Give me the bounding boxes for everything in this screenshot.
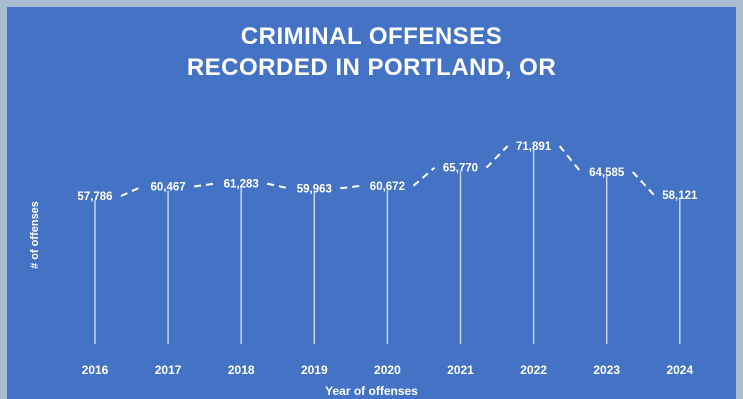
data-label: 64,585 — [589, 167, 625, 179]
x-tick-label: 2022 — [520, 363, 547, 377]
x-tick-label: 2018 — [228, 363, 255, 377]
chart-title-line-1: CRIMINAL OFFENSES — [240, 23, 503, 50]
series-segment — [340, 184, 362, 190]
data-label: 60,672 — [370, 181, 405, 193]
data-label: 57,786 — [77, 191, 112, 203]
plot-area: 57,786 60,467 61,283 59,963 60,672 65,770 71,8… — [77, 141, 698, 377]
data-label: 58,121 — [662, 190, 698, 202]
data-label: 59,963 — [297, 183, 332, 195]
x-tick-label: 2016 — [82, 363, 109, 377]
chart-title: CRIMINAL OFFENSES RECORDED IN PORTLAND, … — [7, 21, 736, 83]
chart-title-line-2: RECORDED IN PORTLAND, OR — [186, 54, 557, 81]
data-label: 60,467 — [151, 181, 186, 193]
series-segment — [266, 182, 289, 190]
data-label: 65,770 — [443, 163, 478, 175]
x-tick-label: 2021 — [447, 363, 474, 377]
series-segment — [631, 171, 655, 196]
x-tick-label: 2019 — [301, 363, 328, 377]
chart-frame: CRIMINAL OFFENSES RECORDED IN PORTLAND, … — [7, 7, 736, 399]
series-segment — [412, 166, 436, 187]
x-tick-label: 2017 — [155, 363, 182, 377]
series-segment — [485, 145, 509, 169]
x-tick-label: 2024 — [666, 363, 693, 377]
data-label: 61,283 — [224, 179, 259, 191]
x-tick-label: 2023 — [593, 363, 620, 377]
x-axis-label: Year of offenses — [325, 384, 418, 398]
data-label: 71,891 — [516, 141, 552, 153]
series-segment — [120, 185, 143, 197]
series-segment — [558, 145, 582, 173]
x-tick-label: 2020 — [374, 363, 401, 377]
series-segment — [193, 182, 216, 188]
